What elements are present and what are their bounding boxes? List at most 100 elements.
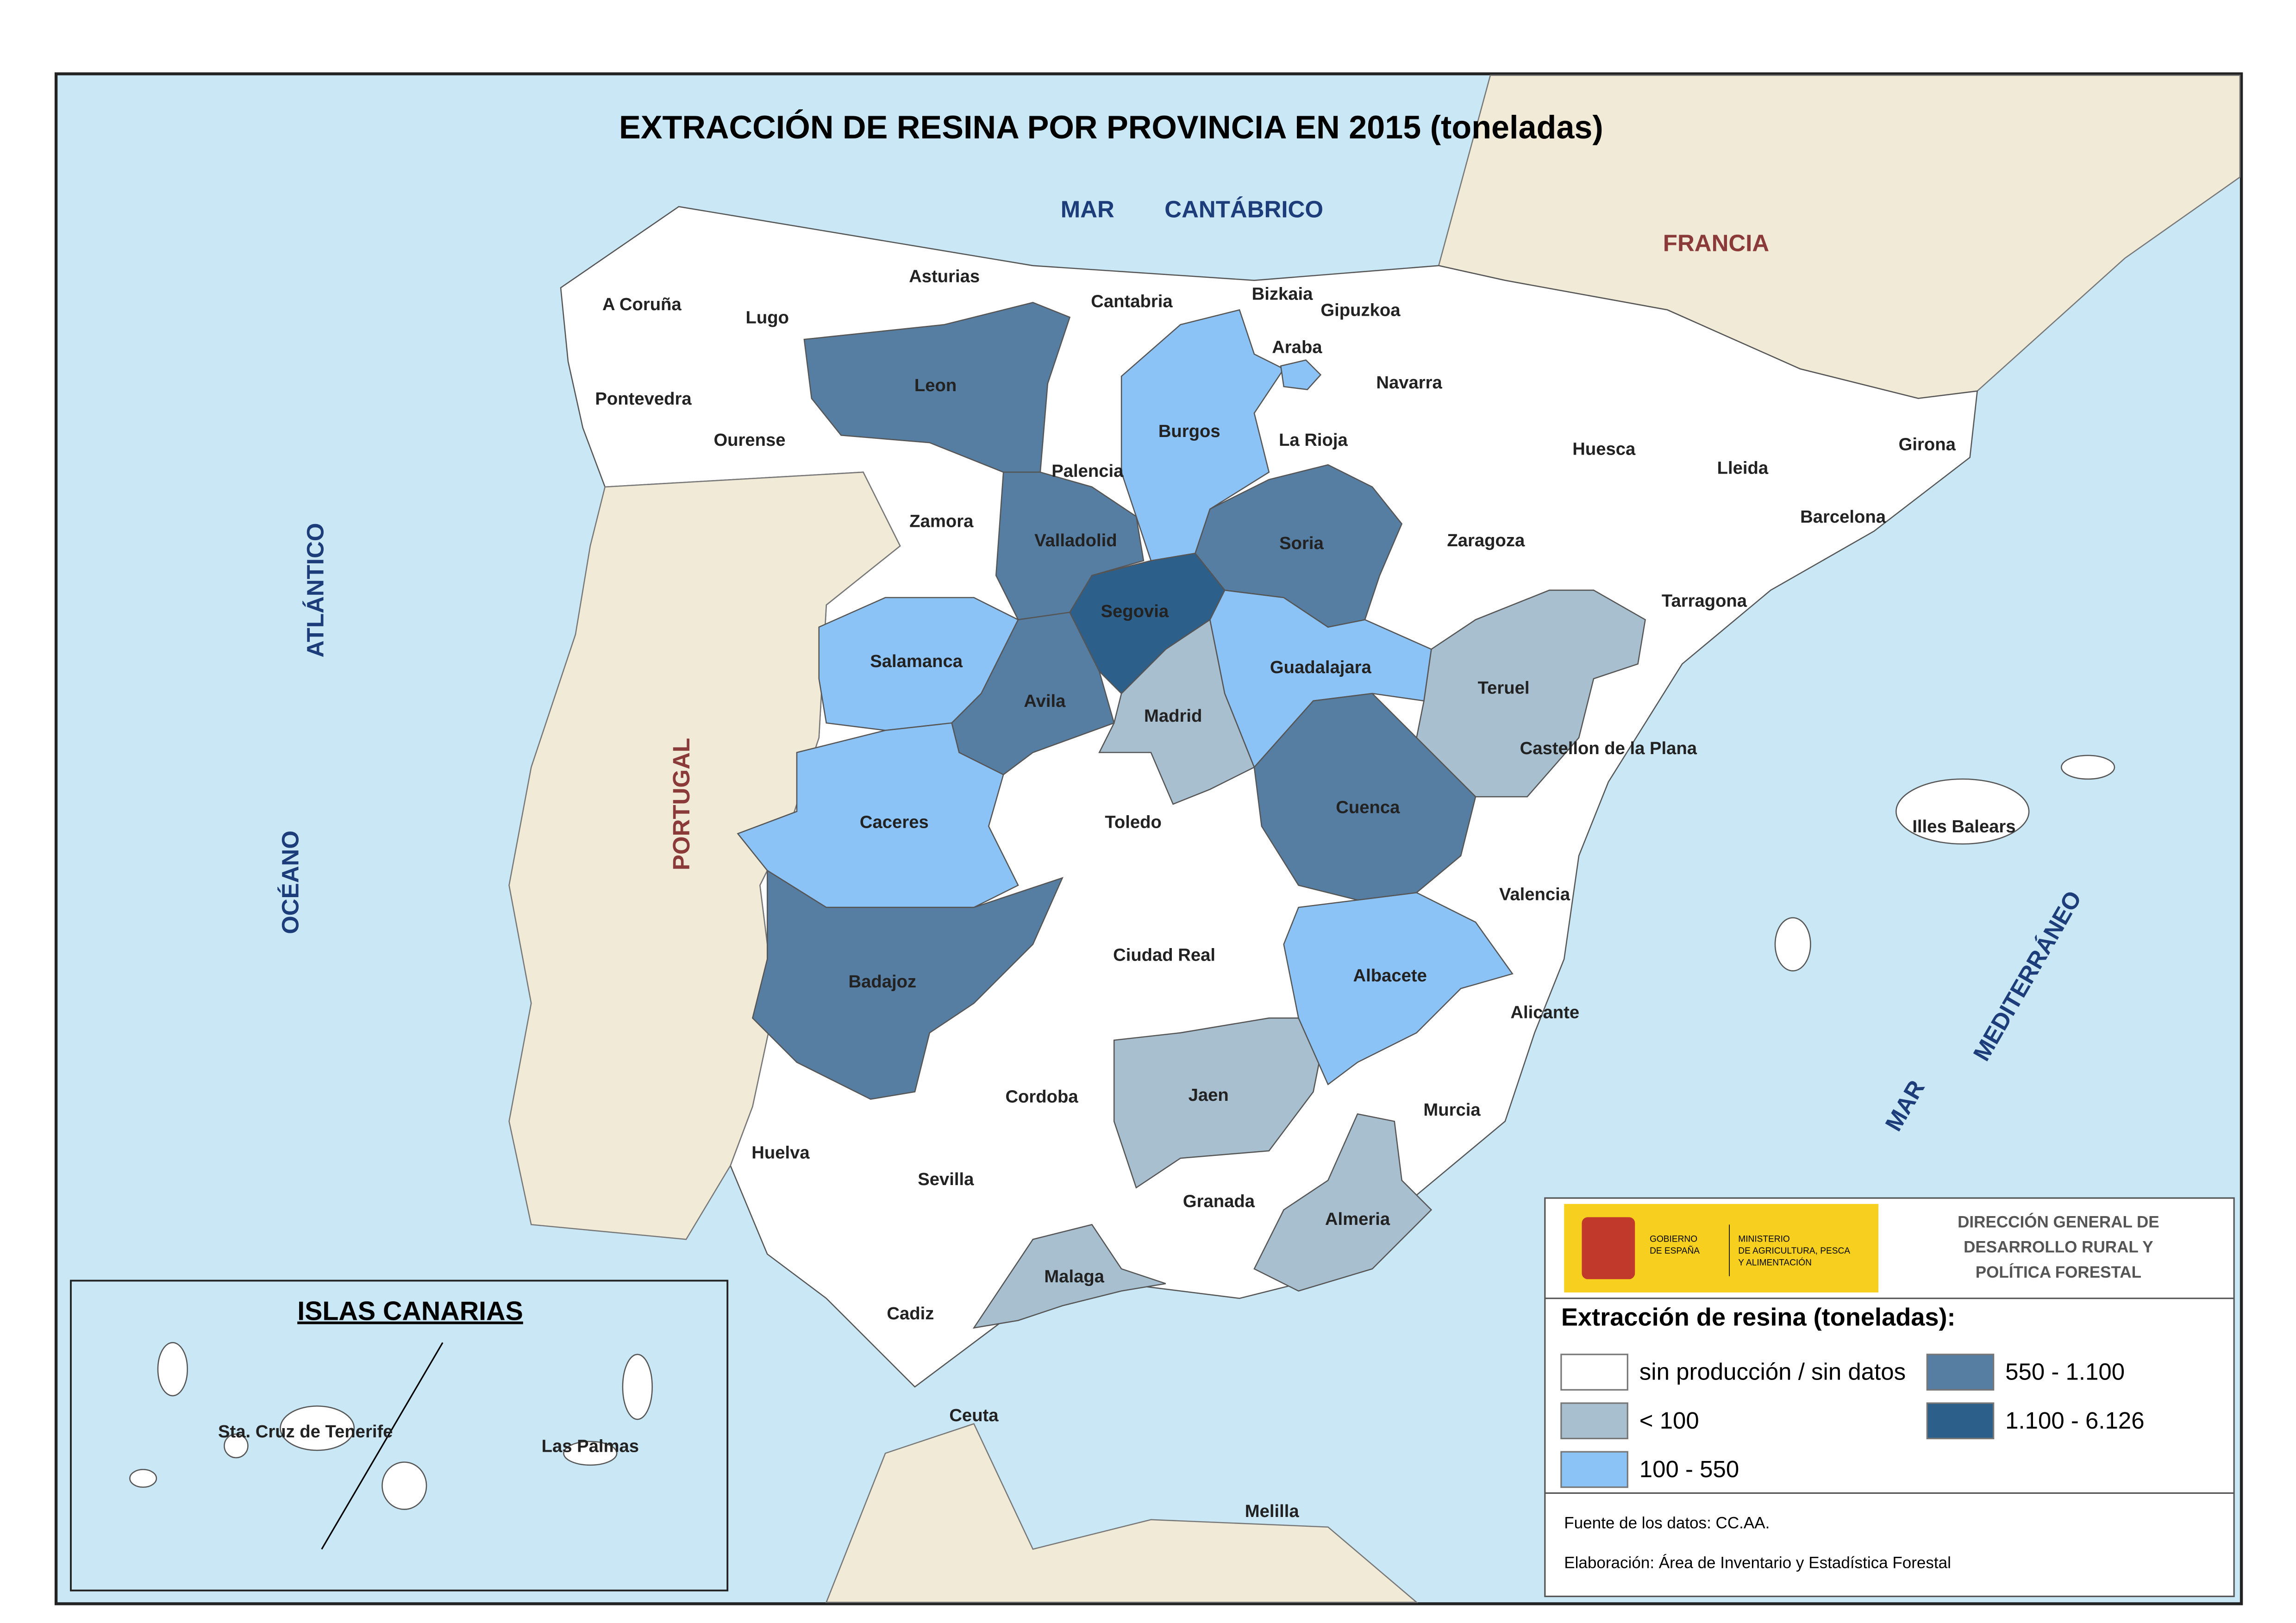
province-label: Gipuzkoa [1320, 300, 1401, 320]
province-label: Pontevedra [595, 389, 692, 409]
province-label: Jaen [1189, 1085, 1229, 1105]
canary-inset: ISLAS CANARIAS Sta. Cruz de Tenerife Las… [70, 1280, 729, 1592]
divider [321, 1342, 444, 1550]
province-label: Bizkaia [1252, 284, 1314, 304]
province-label: Huelva [751, 1142, 810, 1162]
province-label: Ourense [713, 430, 785, 450]
island [280, 1405, 355, 1451]
island [382, 1461, 427, 1510]
province-label: Granada [1183, 1192, 1255, 1211]
country-label: PORTUGAL [668, 738, 694, 870]
sea-label: OCÉANO [277, 830, 303, 934]
footer-text: Fuente de los datos: CC.AA. [1564, 1514, 1770, 1532]
province-label: Girona [1899, 435, 1956, 455]
logo-text: Y ALIMENTACIÓN [1738, 1257, 1812, 1267]
province-label: Ciudad Real [1113, 945, 1215, 965]
logo-text: DE ESPAÑA [1650, 1246, 1700, 1256]
legend-swatch [1560, 1354, 1628, 1391]
province-label: A Coruña [602, 294, 682, 314]
coat-of-arms [1582, 1217, 1635, 1280]
footer-text: Elaboración: Área de Inventario y Estadí… [1564, 1554, 1951, 1572]
province-label: Cuenca [1336, 798, 1400, 818]
province-label: Melilla [1245, 1501, 1300, 1521]
province-label: Segovia [1101, 601, 1169, 621]
legend-label: 100 - 550 [1639, 1456, 1739, 1482]
province-label: Illes Balears [1912, 817, 2015, 836]
province-label: Madrid [1144, 706, 1202, 726]
country-label: FRANCIA [1663, 230, 1769, 256]
province-label: Cordoba [1005, 1086, 1078, 1106]
island [1774, 917, 1811, 972]
legend-label: < 100 [1639, 1407, 1699, 1434]
balearic-islands [1774, 755, 2115, 972]
logo-text: GOBIERNO [1650, 1234, 1697, 1244]
province-label: Malaga [1044, 1267, 1104, 1286]
province-label: La Rioja [1279, 430, 1348, 450]
province-label: Lleida [1717, 458, 1769, 478]
sea-label: MAR [1061, 196, 1114, 222]
province [1113, 1017, 1329, 1189]
province [751, 869, 1064, 1100]
legend-label: 1.100 - 6.126 [2005, 1407, 2144, 1434]
inset-place: Las Palmas [542, 1436, 639, 1456]
province-label: Araba [1272, 337, 1322, 357]
province-label: Ceuta [949, 1405, 999, 1425]
province [1069, 552, 1226, 694]
province [1280, 359, 1322, 390]
sea-label: ATLÁNTICO [302, 523, 329, 658]
province-label: Zamora [909, 511, 974, 531]
province-label: Teruel [1478, 678, 1530, 698]
province [1253, 693, 1476, 901]
province-label: Albacete [1353, 966, 1426, 986]
map-title: EXTRACCIÓN DE RESINA POR PROVINCIA EN 20… [619, 109, 1603, 145]
island [224, 1433, 249, 1459]
province-label: Guadalajara [1270, 657, 1372, 677]
province-label: Palencia [1051, 461, 1124, 481]
province-label: Barcelona [1800, 507, 1886, 527]
inset-frame [70, 1280, 729, 1592]
island [622, 1354, 653, 1420]
africa [825, 1423, 1419, 1603]
province-label: Navarra [1376, 373, 1442, 393]
legend-label: 550 - 1.100 [2005, 1359, 2125, 1385]
province-label: Murcia [1423, 1100, 1481, 1120]
province-label: Cantabria [1091, 292, 1173, 312]
island [1896, 778, 2030, 845]
province-label: Sevilla [918, 1169, 974, 1189]
province-label: Soria [1279, 533, 1324, 553]
portugal [508, 471, 901, 1240]
province [995, 471, 1145, 621]
legend-swatch [1560, 1402, 1628, 1440]
direction-text: DESARROLLO RURAL Y [1964, 1238, 2153, 1256]
island [129, 1469, 157, 1488]
province-label: Lugo [746, 308, 789, 328]
province-label: Burgos [1158, 421, 1220, 441]
direction-text: DIRECCIÓN GENERAL DE [1958, 1212, 2159, 1231]
province-label: Huesca [1572, 439, 1636, 459]
legend-panel: GOBIERNO DE ESPAÑA MINISTERIO DE AGRICUL… [1544, 1197, 2235, 1598]
province [972, 1223, 1166, 1329]
inset-title: ISLAS CANARIAS [297, 1297, 523, 1326]
island [157, 1342, 188, 1397]
legend-swatch [1926, 1354, 1995, 1391]
province-label: Castellon de la Plana [1520, 738, 1697, 758]
island [563, 1441, 618, 1466]
province-label: Valencia [1499, 885, 1570, 905]
legend-title: Extracción de resina (toneladas): [1561, 1304, 1956, 1331]
province-label: Avila [1024, 691, 1066, 711]
legend-swatch [1926, 1402, 1995, 1440]
province-label: Cadiz [887, 1304, 934, 1323]
province-label: Zaragoza [1447, 531, 1525, 550]
province-label: Alicante [1510, 1003, 1579, 1023]
province-label: Almeria [1325, 1209, 1390, 1229]
legend-swatch [1560, 1451, 1628, 1488]
province-label: Leon [914, 375, 957, 395]
province-label: Asturias [909, 266, 980, 286]
logo-text: MINISTERIO [1738, 1234, 1789, 1244]
sea-label: CANTÁBRICO [1164, 196, 1323, 222]
province-label: Caceres [860, 812, 929, 832]
legend-label: sin producción / sin datos [1639, 1359, 1906, 1385]
island [2060, 755, 2115, 780]
direction-text: POLÍTICA FORESTAL [1976, 1263, 2141, 1281]
